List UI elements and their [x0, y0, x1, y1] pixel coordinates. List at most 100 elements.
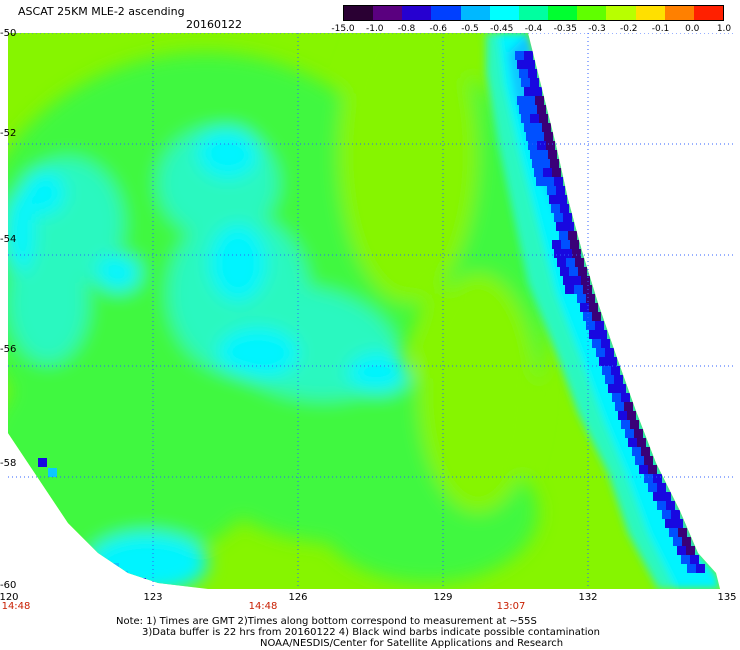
- color-scale-label: -0.5: [461, 24, 479, 34]
- lat-label: -56: [0, 344, 17, 355]
- swath-blobs: [8, 33, 546, 589]
- edge-pixel: [608, 357, 617, 366]
- edge-pixel: [612, 393, 621, 402]
- edge-pixel: [595, 321, 604, 330]
- color-scale-label: -0.1: [651, 24, 670, 34]
- color-scale-segment: [489, 6, 519, 20]
- edge-pixel: [550, 159, 559, 168]
- edge-pixel: [569, 267, 578, 276]
- lon-label: 126: [288, 592, 308, 603]
- edge-pixel: [618, 411, 627, 420]
- edge-pixel: [671, 510, 680, 519]
- edge-pixel: [577, 294, 586, 303]
- swath-map-svg: [8, 33, 736, 589]
- color-scale-bar: [343, 5, 724, 21]
- edge-pixel: [592, 339, 601, 348]
- edge-pixel: [677, 546, 686, 555]
- edge-pixel: [541, 159, 550, 168]
- plot-title: ASCAT 25KM MLE-2 ascending: [18, 5, 185, 18]
- edge-pixel: [621, 393, 630, 402]
- edge-pixel: [653, 492, 662, 501]
- edge-pixel: [574, 285, 583, 294]
- color-scale-segment: [431, 6, 461, 20]
- edge-pixel: [644, 456, 653, 465]
- edge-pixel: [572, 249, 581, 258]
- edge-pixel: [632, 447, 641, 456]
- edge-pixel: [38, 458, 47, 467]
- edge-pixel: [517, 60, 526, 69]
- edge-pixel: [560, 204, 569, 213]
- edge-pixel: [515, 51, 524, 60]
- edge-pixel: [690, 555, 699, 564]
- edge-pixel: [589, 330, 598, 339]
- cyan-region: [210, 225, 266, 301]
- edge-pixel: [533, 123, 542, 132]
- edge-pixel: [546, 141, 555, 150]
- edge-pixel: [634, 429, 643, 438]
- edge-pixel: [592, 312, 601, 321]
- time-label: 13:07: [496, 601, 526, 612]
- lat-label: -60: [0, 580, 17, 591]
- edge-pixel: [521, 114, 530, 123]
- edge-pixel: [552, 240, 561, 249]
- edge-pixel: [534, 168, 543, 177]
- lon-label: 132: [578, 592, 598, 603]
- lon-label: 120: [0, 592, 19, 603]
- edge-pixel: [617, 384, 626, 393]
- cyan-region: [348, 353, 408, 393]
- time-label: 14:48: [1, 601, 31, 612]
- edge-pixel: [519, 69, 528, 78]
- color-scale-segment: [518, 6, 549, 20]
- edge-pixel: [687, 564, 696, 573]
- lon-label: 135: [717, 592, 737, 603]
- edge-pixel: [637, 438, 646, 447]
- edge-pixel: [539, 150, 548, 159]
- edge-pixel: [528, 141, 537, 150]
- edge-pixel: [563, 276, 572, 285]
- edge-pixel: [628, 438, 637, 447]
- edge-pixel: [524, 123, 533, 132]
- edge-pixel: [556, 222, 565, 231]
- edge-pixel: [543, 168, 552, 177]
- edge-pixel: [526, 96, 535, 105]
- yellow-green-region: [418, 273, 538, 513]
- footnote-credit: NOAA/NESDIS/Center for Satellite Applica…: [260, 638, 564, 649]
- cyan-region: [198, 128, 258, 178]
- edge-pixel: [624, 402, 633, 411]
- edge-pixel: [528, 69, 537, 78]
- color-scale-segment: [402, 6, 432, 20]
- cyan-region: [8, 193, 34, 273]
- edge-pixel: [621, 420, 630, 429]
- edge-pixel: [548, 150, 557, 159]
- edge-pixel: [580, 303, 589, 312]
- edge-pixel: [586, 294, 595, 303]
- edge-pixel: [602, 366, 611, 375]
- edge-pixel: [575, 258, 584, 267]
- edge-pixel: [552, 168, 561, 177]
- edge-pixel: [524, 87, 533, 96]
- edge-pixel: [530, 114, 539, 123]
- grid-lines: [8, 33, 736, 589]
- edge-pixel: [682, 537, 691, 546]
- edge-pixel: [558, 195, 567, 204]
- edge-pixel: [648, 465, 657, 474]
- edge-pixel: [563, 249, 572, 258]
- edge-pixel: [641, 447, 650, 456]
- edge-pixel: [565, 285, 574, 294]
- footnote-line-2: 3)Data buffer is 22 hrs from 20160122 4)…: [142, 627, 600, 638]
- edge-pixel: [589, 303, 598, 312]
- edge-pixel: [545, 177, 554, 186]
- edge-pixel: [644, 474, 653, 483]
- edge-pixel: [533, 87, 542, 96]
- edge-pixel: [696, 564, 705, 573]
- swath-edge-pixels: [38, 51, 705, 587]
- edge-pixel: [662, 492, 671, 501]
- edge-pixel: [566, 258, 575, 267]
- edge-pixel: [674, 519, 683, 528]
- color-scale-label: -15.0: [331, 24, 355, 34]
- edge-pixel: [537, 141, 546, 150]
- edge-pixel: [554, 177, 563, 186]
- edge-pixel: [542, 123, 551, 132]
- cyan-region: [218, 328, 298, 378]
- edge-pixel: [526, 60, 535, 69]
